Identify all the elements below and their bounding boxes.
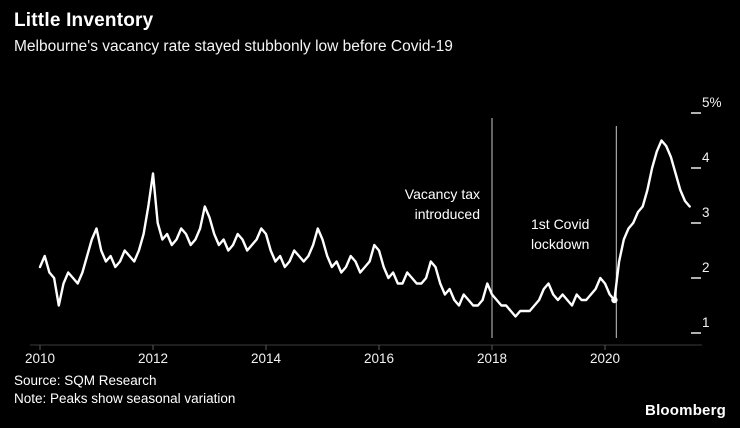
annotation-line: 1st Covid (531, 216, 590, 232)
annotation-line: Vacancy tax (404, 186, 480, 202)
y-tick-label: 2 (702, 260, 710, 275)
seasonal-note: Note: Peaks show seasonal variation (14, 391, 236, 406)
y-tick-label: 1 (702, 315, 710, 330)
annotation-covid-lockdown: 1st Covid lockdown (531, 214, 589, 254)
annotation-vacancy-tax: Vacancy tax introduced (405, 184, 480, 224)
annotation-line: introduced (414, 206, 480, 222)
x-tick-label: 2020 (590, 351, 620, 366)
x-axis: 2010 2012 2014 2016 2018 2020 (25, 345, 620, 366)
vacancy-rate-line (38, 139, 691, 318)
y-tick-label: 5% (702, 95, 722, 110)
x-tick-label: 2018 (477, 351, 507, 366)
x-tick-label: 2010 (25, 351, 55, 366)
source-note: Source: SQM Research (14, 373, 157, 388)
bloomberg-logo: Bloomberg (645, 402, 726, 419)
x-tick-label: 2014 (251, 351, 282, 366)
chart-subtitle: Melbourne's vacancy rate stayed stubbonl… (14, 38, 453, 55)
lockdown-marker-dot (611, 296, 618, 304)
chart-title: Little Inventory (14, 10, 154, 31)
x-tick-label: 2012 (138, 351, 168, 366)
y-tick-label: 3 (702, 205, 710, 220)
annotation-line: lockdown (531, 236, 590, 252)
y-tick-label: 4 (702, 150, 710, 165)
x-tick-label: 2016 (364, 351, 394, 366)
y-axis: 1 2 3 4 5% (691, 95, 722, 334)
